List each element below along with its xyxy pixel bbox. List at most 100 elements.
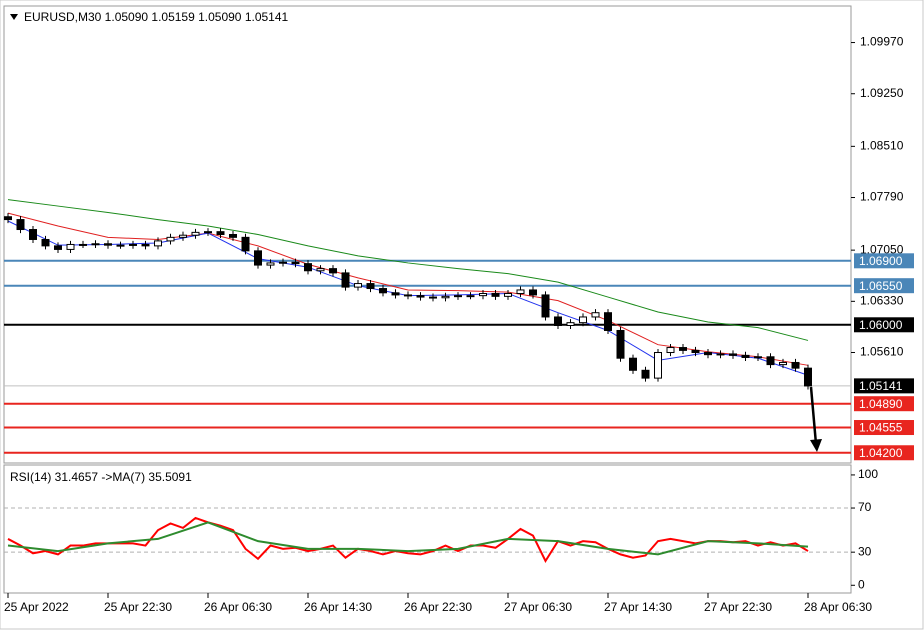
level-label: 1.04200 (859, 446, 903, 460)
x-tick-label: 27 Apr 06:30 (504, 600, 572, 614)
level-label: 1.05141 (859, 379, 903, 393)
candle-body (329, 268, 337, 274)
candle-body (191, 231, 200, 236)
level-label-box (854, 396, 914, 412)
candle-body (479, 293, 487, 297)
candle-body (404, 294, 412, 297)
level-label-box (854, 445, 914, 461)
y-tick-label: 1.05610 (860, 345, 904, 359)
y-tick-label: 1.07790 (860, 190, 904, 204)
rsi-title: RSI(14) 31.4657 ->MA(7) 35.5091 (10, 470, 192, 484)
y-tick-label: 1.07050 (860, 242, 904, 256)
y-tick-label: 1.08510 (860, 139, 904, 153)
candle-body (279, 261, 287, 264)
candle-body (516, 289, 525, 295)
candle-body (79, 243, 87, 246)
candle-body (729, 353, 737, 356)
candle-body (641, 369, 650, 379)
candle-body (691, 349, 700, 354)
candle-body (341, 272, 350, 288)
x-tick-label: 25 Apr 22:30 (104, 600, 172, 614)
candle-body (16, 219, 25, 231)
candle-body (666, 347, 675, 354)
candle-body (129, 243, 137, 246)
candle-body (366, 283, 375, 290)
candle-body (379, 288, 387, 294)
candle-body (354, 283, 362, 288)
candle-body (804, 367, 812, 387)
candle-body (204, 231, 212, 234)
chart-title: EURUSD,M30 1.05090 1.05159 1.05090 1.051… (24, 10, 289, 24)
x-tick-label: 27 Apr 14:30 (604, 600, 672, 614)
level-label-box (854, 420, 914, 436)
candle-body (704, 352, 712, 356)
indicator-line (7, 521, 809, 556)
y-tick-label: 1.09970 (860, 35, 904, 49)
candle-body (41, 238, 50, 247)
candle-body (391, 292, 400, 296)
candle-body (29, 229, 37, 240)
candle-body (654, 352, 662, 379)
candle-body (754, 356, 762, 359)
x-tick-label: 26 Apr 14:30 (304, 600, 372, 614)
candle-body (441, 295, 450, 299)
x-tick-label: 26 Apr 06:30 (204, 600, 272, 614)
y-tick-label: 70 (858, 500, 872, 514)
candle-body (116, 244, 125, 247)
candle-body (166, 236, 175, 242)
candle-body (316, 268, 325, 272)
rsi-panel (3, 464, 852, 594)
candle-body (254, 250, 262, 266)
candle-body (566, 322, 575, 326)
candle-body (554, 316, 562, 326)
indicator-line (7, 212, 809, 366)
candle-body (466, 295, 475, 298)
candle-body (504, 293, 512, 297)
candle-body (91, 243, 100, 246)
arrow-shaft (809, 386, 818, 445)
x-tick-label: 25 Apr 2022 (4, 600, 69, 614)
candle-body (529, 289, 537, 296)
arrow-head (810, 439, 822, 452)
candle-body (454, 295, 462, 298)
candle-body (541, 294, 550, 318)
level-label-box (854, 278, 914, 294)
y-tick-label: 1.09250 (860, 86, 904, 100)
candle-body (616, 329, 625, 359)
dropdown-icon[interactable] (10, 14, 18, 20)
main-panel (3, 5, 852, 464)
candle-body (216, 231, 225, 235)
level-label-box (854, 317, 914, 333)
candle-body (141, 243, 150, 247)
candle-body (604, 312, 612, 331)
level-label: 1.06900 (859, 254, 903, 268)
x-tick-label: 28 Apr 06:30 (804, 600, 872, 614)
candle-body (679, 347, 687, 351)
candle-body (491, 293, 500, 297)
level-label-box (854, 253, 914, 269)
candle-body (429, 296, 437, 299)
candle-body (591, 312, 600, 318)
x-tick-label: 27 Apr 22:30 (704, 600, 772, 614)
level-label: 1.04890 (859, 397, 903, 411)
candle-body (779, 361, 787, 366)
candle-body (104, 243, 112, 246)
candle-body (154, 240, 162, 247)
candle-body (229, 234, 237, 238)
x-tick-label: 26 Apr 22:30 (404, 600, 472, 614)
candle-body (716, 353, 725, 356)
candle-body (66, 243, 75, 250)
candle-body (766, 356, 775, 366)
forecast-arrow (809, 386, 822, 452)
candle-body (179, 234, 187, 238)
candle-body (629, 357, 637, 371)
candle-body (4, 216, 12, 221)
candle-body (791, 361, 800, 369)
level-label-box (854, 378, 914, 394)
y-tick-label: 30 (858, 544, 872, 558)
y-tick-label: 0 (858, 577, 865, 591)
